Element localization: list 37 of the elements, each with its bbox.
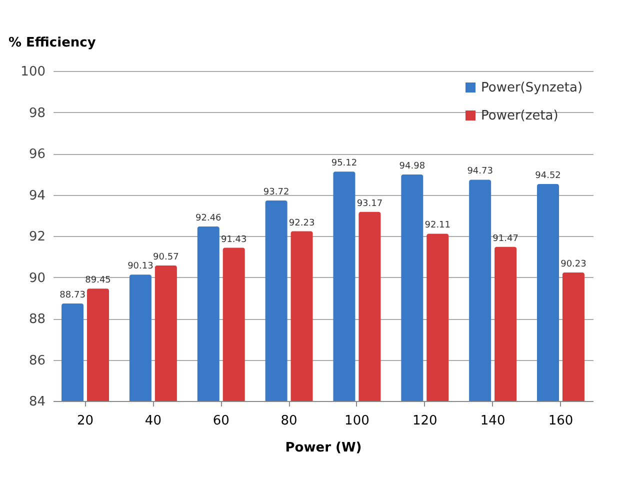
y-tick-label: 84 (28, 394, 46, 410)
data-label: 93.17 (356, 198, 383, 209)
data-label: 94.98 (399, 162, 426, 172)
y-tick-label: 100 (20, 64, 46, 80)
y-axis-title: % Efficiency (8, 36, 96, 50)
data-label: 94.73 (467, 166, 493, 177)
data-label: 92.23 (288, 218, 315, 228)
data-label: 95.12 (331, 158, 358, 169)
data-label: 92.11 (424, 220, 451, 231)
legend-label: Power(Synzeta) (481, 80, 583, 96)
data-label: 90.23 (560, 260, 586, 270)
data-label: 93.72 (263, 188, 290, 198)
x-tick-label: 60 (212, 414, 230, 428)
x-tick-label: 120 (412, 414, 438, 428)
legend-label: Power(zeta) (481, 108, 558, 124)
x-tick-label: 160 (548, 414, 574, 428)
y-tick-label: 90 (28, 270, 46, 286)
data-label: 94.52 (535, 171, 561, 182)
data-label: 89.45 (85, 276, 111, 286)
x-tick-label: 20 (76, 414, 94, 428)
x-tick-label: 140 (480, 414, 506, 428)
x-tick-label: 100 (344, 414, 370, 428)
y-tick-label: 92 (28, 230, 46, 244)
x-tick-label: 80 (280, 414, 298, 428)
x-axis-title: Power (W) (285, 440, 362, 456)
y-tick-label: 88 (28, 312, 46, 327)
data-label: 90.13 (128, 262, 154, 272)
y-tick-label: 98 (28, 106, 46, 121)
y-tick-label: 94 (28, 188, 46, 204)
data-label: 91.43 (220, 234, 247, 245)
data-label: 90.57 (153, 252, 179, 262)
data-label: 92.46 (195, 214, 222, 224)
y-tick-label: 86 (28, 353, 46, 368)
x-tick-label: 40 (144, 414, 162, 428)
y-tick-label: 96 (28, 147, 46, 162)
data-label: 88.73 (60, 290, 86, 300)
data-label: 91.47 (492, 234, 518, 244)
